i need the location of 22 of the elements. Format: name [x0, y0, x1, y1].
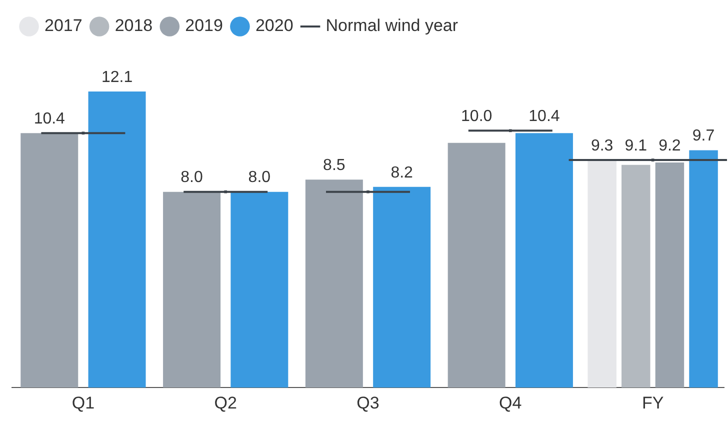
data-label: 10.0 — [461, 108, 492, 126]
data-label: 10.4 — [528, 108, 560, 126]
x-tick-label: Q1 — [72, 393, 95, 412]
data-label: 12.1 — [101, 68, 133, 86]
data-label: 8.0 — [180, 169, 203, 186]
x-tick-label: Q3 — [356, 393, 380, 412]
data-label: 8.5 — [323, 157, 346, 174]
x-tick-label: Q2 — [214, 393, 237, 412]
legend-label: 2019 — [185, 16, 223, 36]
legend-label: Normal wind year — [326, 16, 458, 36]
x-tick-label: Q4 — [499, 393, 522, 412]
legend-label: 2017 — [44, 16, 82, 36]
legend-label: 2018 — [114, 16, 153, 36]
data-label: 10.4 — [34, 110, 66, 128]
data-label: 9.2 — [658, 137, 681, 154]
data-label: 9.7 — [692, 128, 715, 145]
x-tick-label: FY — [642, 393, 664, 412]
legend-label: 2020 — [255, 16, 294, 36]
data-label: 8.0 — [248, 169, 271, 186]
data-label: 8.2 — [390, 164, 414, 182]
data-label: 9.3 — [590, 137, 614, 154]
data-label: 9.1 — [624, 137, 648, 154]
